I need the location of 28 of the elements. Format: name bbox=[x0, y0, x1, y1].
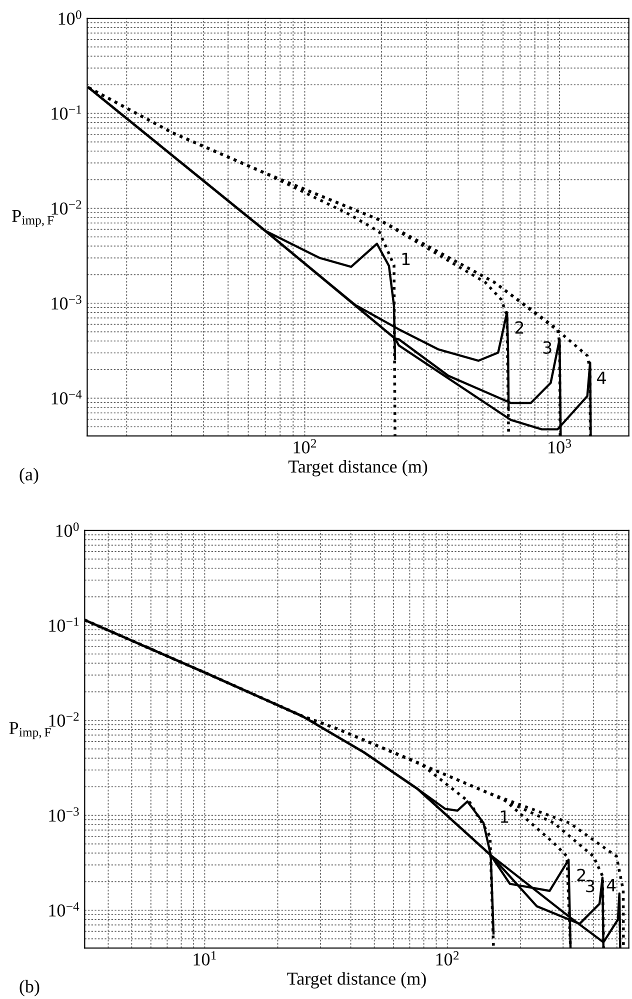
y-tick-label: 10$^{−4}$ bbox=[49, 902, 80, 917]
y-tick-label: 10$^{−3}$ bbox=[49, 807, 79, 822]
series-label: 2 bbox=[515, 321, 524, 334]
y-tick-label: 10$^{−1}$ bbox=[52, 105, 82, 120]
y-tick-label: 10$^{−2}$ bbox=[49, 712, 79, 727]
x-tick-label: 10$^{3}$ bbox=[548, 439, 572, 454]
series-label: 4 bbox=[606, 879, 616, 892]
x-axis-title: Target distance (m) bbox=[288, 460, 428, 476]
y-axis-title: P$_{imp,F}$ bbox=[12, 210, 54, 228]
series-label: 1 bbox=[500, 810, 508, 823]
y-tick-label: 10$^{−4}$ bbox=[52, 390, 82, 404]
text: (b) bbox=[20, 980, 40, 996]
x-tick-label: 10$^{2}$ bbox=[294, 439, 316, 454]
series-label: 3 bbox=[543, 341, 552, 354]
series-label: 1 bbox=[402, 252, 410, 266]
series-label: 3 bbox=[586, 880, 594, 892]
series-label: 4 bbox=[597, 372, 606, 384]
y-tick-label: 10$^{−1}$ bbox=[49, 617, 79, 632]
y-axis-title: P$_{imp,F}$ bbox=[9, 722, 51, 740]
x-tick-label: 10$^{1}$ bbox=[194, 951, 216, 966]
series-label: 2 bbox=[577, 868, 586, 882]
x-axis-title: Target distance (m) bbox=[287, 972, 426, 988]
y-tick-label: 10$^{−2}$ bbox=[52, 200, 82, 215]
y-tick-label: 10$^{−3}$ bbox=[52, 295, 82, 310]
y-tick-label: 10$^{0}$ bbox=[56, 522, 79, 537]
y-tick-label: 10$^{0}$ bbox=[58, 10, 82, 25]
text: (a) bbox=[20, 468, 38, 484]
x-tick-label: 10$^{2}$ bbox=[436, 951, 459, 966]
